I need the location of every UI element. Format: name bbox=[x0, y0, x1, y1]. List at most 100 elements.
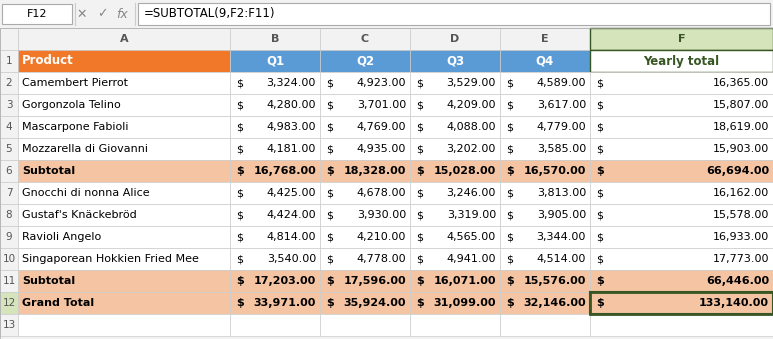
Bar bbox=[0, 248, 18, 270]
Text: 9: 9 bbox=[5, 232, 12, 242]
Text: $: $ bbox=[506, 100, 513, 110]
Text: fx: fx bbox=[116, 7, 128, 20]
Bar bbox=[230, 138, 320, 160]
Text: 4,778.00: 4,778.00 bbox=[356, 254, 406, 264]
Text: 16,933.00: 16,933.00 bbox=[713, 232, 769, 242]
Bar bbox=[0, 270, 18, 292]
Text: 4,779.00: 4,779.00 bbox=[536, 122, 586, 132]
Text: B: B bbox=[271, 34, 279, 44]
Bar bbox=[410, 292, 500, 314]
Text: 3,540.00: 3,540.00 bbox=[267, 254, 316, 264]
Text: 16,162.00: 16,162.00 bbox=[713, 188, 769, 198]
Text: $: $ bbox=[326, 276, 334, 286]
Text: 17,773.00: 17,773.00 bbox=[713, 254, 769, 264]
Text: 66,446.00: 66,446.00 bbox=[706, 276, 769, 286]
Text: $: $ bbox=[596, 144, 603, 154]
Bar bbox=[0, 28, 18, 50]
Text: Gnocchi di nonna Alice: Gnocchi di nonna Alice bbox=[22, 188, 150, 198]
Text: 6: 6 bbox=[5, 166, 12, 176]
Text: $: $ bbox=[596, 298, 604, 308]
Bar bbox=[590, 226, 773, 248]
Bar bbox=[410, 116, 500, 138]
Bar bbox=[410, 182, 500, 204]
Bar bbox=[590, 94, 773, 116]
Text: F: F bbox=[678, 34, 685, 44]
Text: 18,619.00: 18,619.00 bbox=[713, 122, 769, 132]
Text: 10: 10 bbox=[2, 254, 15, 264]
Text: $: $ bbox=[416, 232, 423, 242]
Text: Product: Product bbox=[22, 55, 73, 67]
Text: 3,813.00: 3,813.00 bbox=[536, 188, 586, 198]
Text: 4,589.00: 4,589.00 bbox=[536, 78, 586, 88]
Bar bbox=[590, 292, 773, 314]
Bar bbox=[18, 138, 230, 160]
Bar bbox=[500, 270, 590, 292]
Text: 15,578.00: 15,578.00 bbox=[713, 210, 769, 220]
Bar bbox=[320, 292, 410, 314]
Bar bbox=[320, 116, 410, 138]
Text: 3,344.00: 3,344.00 bbox=[536, 232, 586, 242]
Bar bbox=[590, 314, 773, 336]
Text: Gorgonzola Telino: Gorgonzola Telino bbox=[22, 100, 121, 110]
Text: 15,028.00: 15,028.00 bbox=[434, 166, 496, 176]
Bar bbox=[320, 94, 410, 116]
Bar bbox=[18, 160, 230, 182]
Text: 12: 12 bbox=[2, 298, 15, 308]
Text: $: $ bbox=[326, 100, 333, 110]
Bar bbox=[410, 314, 500, 336]
Text: =SUBTOTAL(9,F2:F11): =SUBTOTAL(9,F2:F11) bbox=[144, 7, 275, 20]
Bar bbox=[18, 314, 230, 336]
Text: $: $ bbox=[416, 298, 424, 308]
Bar bbox=[18, 50, 230, 72]
Text: 4,088.00: 4,088.00 bbox=[447, 122, 496, 132]
Text: 4: 4 bbox=[5, 122, 12, 132]
Bar bbox=[18, 204, 230, 226]
Text: $: $ bbox=[596, 276, 604, 286]
Bar bbox=[230, 28, 320, 50]
Bar bbox=[320, 182, 410, 204]
Text: $: $ bbox=[506, 276, 514, 286]
Text: $: $ bbox=[596, 232, 603, 242]
Bar bbox=[2, 4, 72, 24]
Text: $: $ bbox=[596, 254, 603, 264]
Text: $: $ bbox=[416, 210, 423, 220]
Text: 4,424.00: 4,424.00 bbox=[267, 210, 316, 220]
Bar bbox=[500, 204, 590, 226]
Text: 4,678.00: 4,678.00 bbox=[356, 188, 406, 198]
Text: E: E bbox=[541, 34, 549, 44]
Text: $: $ bbox=[596, 78, 603, 88]
Bar bbox=[18, 248, 230, 270]
Text: $: $ bbox=[596, 166, 604, 176]
Text: ✓: ✓ bbox=[97, 7, 107, 20]
Bar bbox=[0, 226, 18, 248]
Text: 3: 3 bbox=[5, 100, 12, 110]
Text: 3,324.00: 3,324.00 bbox=[267, 78, 316, 88]
Text: $: $ bbox=[236, 254, 243, 264]
Bar bbox=[18, 292, 230, 314]
Bar bbox=[0, 116, 18, 138]
Bar bbox=[0, 138, 18, 160]
Text: Ravioli Angelo: Ravioli Angelo bbox=[22, 232, 101, 242]
Bar bbox=[230, 248, 320, 270]
Text: 66,694.00: 66,694.00 bbox=[706, 166, 769, 176]
Text: Q3: Q3 bbox=[446, 55, 464, 67]
Text: $: $ bbox=[416, 276, 424, 286]
Bar bbox=[230, 94, 320, 116]
Bar bbox=[230, 292, 320, 314]
Bar bbox=[590, 138, 773, 160]
Bar bbox=[0, 292, 18, 314]
Bar bbox=[0, 72, 18, 94]
Bar bbox=[0, 160, 18, 182]
Bar bbox=[410, 160, 500, 182]
Text: F12: F12 bbox=[27, 9, 47, 19]
Text: 4,514.00: 4,514.00 bbox=[536, 254, 586, 264]
Text: 4,565.00: 4,565.00 bbox=[447, 232, 496, 242]
Bar bbox=[410, 72, 500, 94]
Text: $: $ bbox=[236, 78, 243, 88]
Bar bbox=[500, 314, 590, 336]
Bar bbox=[410, 50, 500, 72]
Text: Singaporean Hokkien Fried Mee: Singaporean Hokkien Fried Mee bbox=[22, 254, 199, 264]
Text: $: $ bbox=[506, 78, 513, 88]
Text: 16,570.00: 16,570.00 bbox=[523, 166, 586, 176]
Text: 4,181.00: 4,181.00 bbox=[267, 144, 316, 154]
